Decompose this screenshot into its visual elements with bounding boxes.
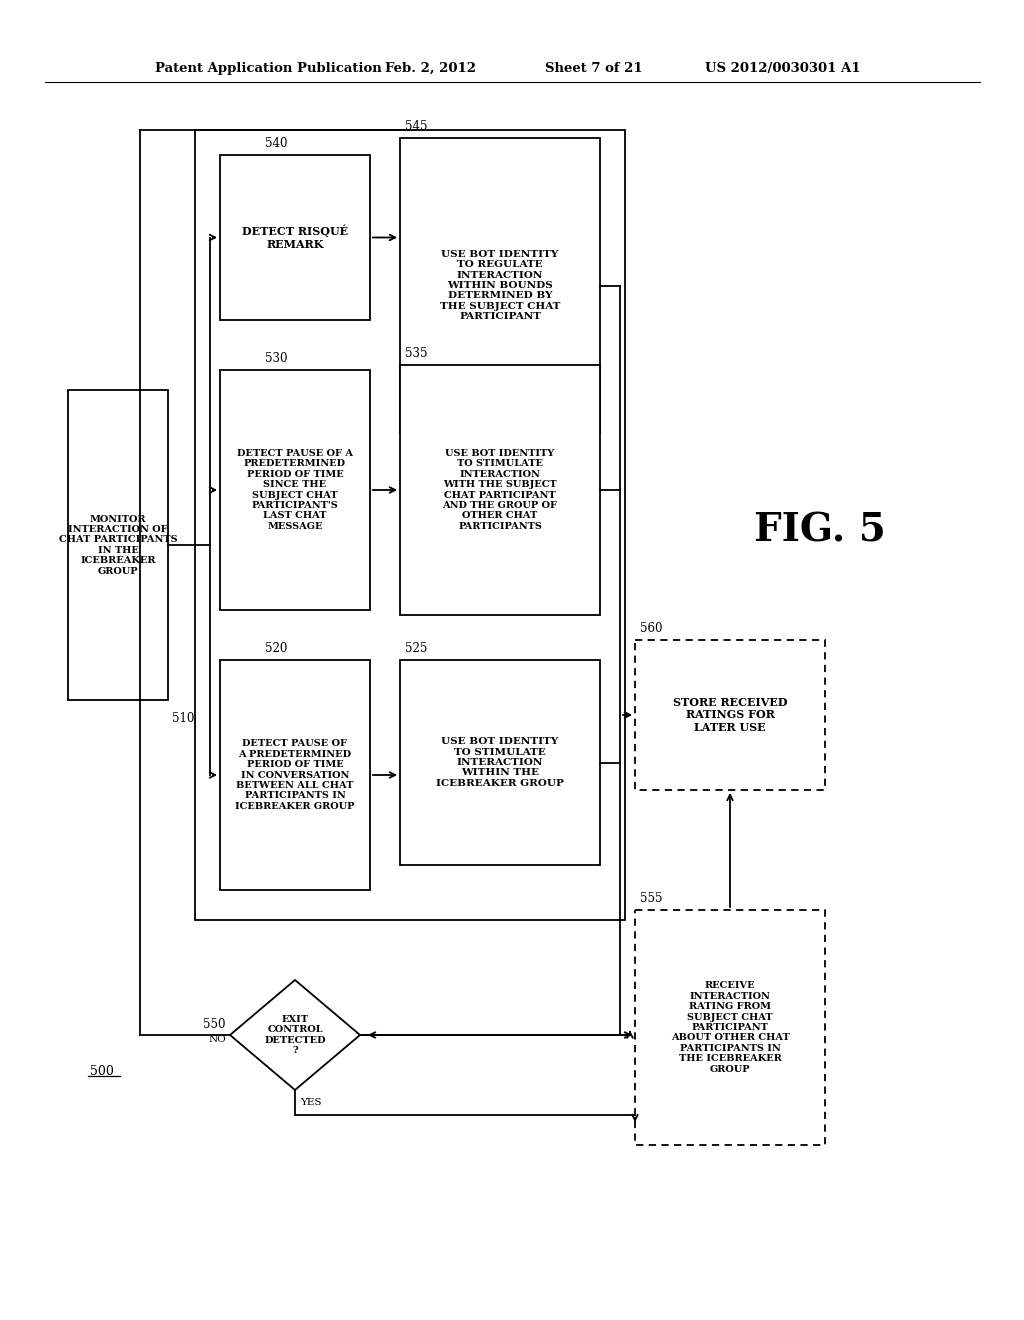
Bar xyxy=(220,370,370,610)
Text: 520: 520 xyxy=(265,642,288,655)
Bar xyxy=(400,366,600,615)
Text: 550: 550 xyxy=(203,1019,225,1031)
Text: 540: 540 xyxy=(265,137,288,150)
Bar xyxy=(195,129,625,920)
Bar xyxy=(68,389,168,700)
Text: DETECT PAUSE OF
A PREDETERMINED
PERIOD OF TIME
IN CONVERSATION
BETWEEN ALL CHAT
: DETECT PAUSE OF A PREDETERMINED PERIOD O… xyxy=(236,739,354,810)
Text: 525: 525 xyxy=(406,642,427,655)
Text: DETECT PAUSE OF A
PREDETERMINED
PERIOD OF TIME
SINCE THE
SUBJECT CHAT
PARTICIPAN: DETECT PAUSE OF A PREDETERMINED PERIOD O… xyxy=(237,449,353,531)
Text: MONITOR
INTERACTION OF
CHAT PARTICIPANTS
IN THE
ICEBREAKER
GROUP: MONITOR INTERACTION OF CHAT PARTICIPANTS… xyxy=(58,515,177,576)
Text: 530: 530 xyxy=(265,352,288,366)
Text: EXIT
CONTROL
DETECTED
?: EXIT CONTROL DETECTED ? xyxy=(264,1015,326,1055)
Bar xyxy=(635,909,825,1144)
Text: 510: 510 xyxy=(172,711,195,725)
Text: Patent Application Publication: Patent Application Publication xyxy=(155,62,382,75)
Text: 500: 500 xyxy=(90,1065,114,1078)
Text: 560: 560 xyxy=(640,622,663,635)
Bar xyxy=(400,139,600,433)
Text: NO: NO xyxy=(208,1035,226,1044)
Text: US 2012/0030301 A1: US 2012/0030301 A1 xyxy=(705,62,860,75)
Text: 535: 535 xyxy=(406,347,427,360)
Text: USE BOT IDENTITY
TO REGULATE
INTERACTION
WITHIN BOUNDS
DETERMINED BY
THE SUBJECT: USE BOT IDENTITY TO REGULATE INTERACTION… xyxy=(440,249,560,321)
Text: FIG. 5: FIG. 5 xyxy=(754,511,886,549)
Text: RECEIVE
INTERACTION
RATING FROM
SUBJECT CHAT
PARTICIPANT
ABOUT OTHER CHAT
PARTIC: RECEIVE INTERACTION RATING FROM SUBJECT … xyxy=(671,981,790,1073)
Bar xyxy=(220,660,370,890)
Text: 545: 545 xyxy=(406,120,427,133)
Text: USE BOT IDENTITY
TO STIMULATE
INTERACTION
WITHIN THE
ICEBREAKER GROUP: USE BOT IDENTITY TO STIMULATE INTERACTIO… xyxy=(436,737,564,788)
Polygon shape xyxy=(230,979,360,1090)
Text: STORE RECEIVED
RATINGS FOR
LATER USE: STORE RECEIVED RATINGS FOR LATER USE xyxy=(673,697,787,734)
Bar xyxy=(635,640,825,789)
Bar xyxy=(220,154,370,319)
Text: YES: YES xyxy=(300,1098,322,1107)
Text: 555: 555 xyxy=(640,892,663,906)
Text: USE BOT IDENTITY
TO STIMULATE
INTERACTION
WITH THE SUBJECT
CHAT PARTICIPANT
AND : USE BOT IDENTITY TO STIMULATE INTERACTIO… xyxy=(442,449,557,531)
Bar xyxy=(400,660,600,865)
Text: Sheet 7 of 21: Sheet 7 of 21 xyxy=(545,62,643,75)
Text: Feb. 2, 2012: Feb. 2, 2012 xyxy=(385,62,476,75)
Text: DETECT RISQUÉ
REMARK: DETECT RISQUÉ REMARK xyxy=(242,224,348,251)
